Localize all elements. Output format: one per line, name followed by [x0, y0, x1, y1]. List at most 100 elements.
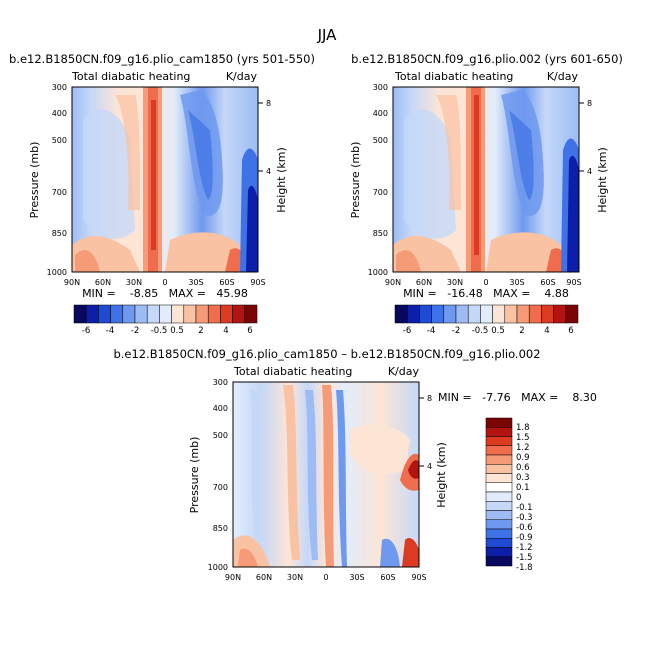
colorbar-cell [485, 501, 513, 511]
colorbar-label: -1.5 [516, 553, 533, 563]
colorbar-label: -6 [403, 326, 411, 336]
colorbar-label: 0.5 [491, 326, 505, 336]
colorbar-cell [485, 556, 513, 567]
colorbar-cell [485, 417, 513, 428]
x-tick: 30S [349, 573, 364, 582]
plot-frame [71, 86, 259, 273]
colorbar-cell [485, 538, 513, 548]
region-shape [350, 424, 410, 475]
colorbar-cell [485, 445, 513, 456]
y-right-axis-label: Height (km) [435, 442, 448, 508]
colorbar-cell [485, 454, 513, 465]
panel-plot-area [392, 86, 580, 273]
colorbar-label: 6 [247, 326, 252, 336]
colorbar-label: -0.1 [516, 503, 533, 513]
y-tick: 300 [373, 83, 388, 92]
region-shape [380, 538, 400, 567]
colorbar-cell [485, 482, 513, 493]
colorbar-cell [122, 304, 136, 324]
colorbar-label: 0.9 [516, 453, 530, 463]
colorbar-cell [146, 304, 160, 324]
y-tick: 1000 [368, 268, 388, 277]
y-tick: 850 [373, 229, 388, 238]
y-tick: 300 [52, 83, 67, 92]
y-right-tick: 4 [427, 462, 432, 471]
region-shape [322, 385, 334, 567]
y-axis-right: 8 4 Height (km) [579, 99, 609, 213]
y-axis-left: 300 400 500 700 850 1000 Pressure (mb) [349, 83, 388, 277]
x-axis: 90N 60N 30N 0 30S 60S 90S [385, 278, 582, 287]
y-tick: 400 [373, 109, 388, 118]
colorbar-label: -1.8 [516, 563, 533, 573]
y-right-tick: 8 [266, 99, 271, 108]
colorbar-cell [110, 304, 124, 324]
y-tick: 850 [213, 524, 228, 533]
colorbar-cell [207, 304, 221, 324]
y-axis-label: Pressure (mb) [188, 437, 201, 514]
colorbar-cell [485, 473, 513, 483]
y-axis-label: Pressure (mb) [349, 142, 362, 219]
y-tick: 500 [52, 136, 67, 145]
colorbar-label: 1.8 [516, 423, 530, 433]
y-tick: 700 [52, 188, 67, 197]
colorbar-cell [492, 304, 506, 324]
panel-title: b.e12.B1850CN.f09_g16.plio_cam1850 (yrs … [9, 52, 315, 66]
colorbar-cell [220, 304, 233, 324]
colorbar-label: -4 [106, 326, 114, 336]
y-right-axis-label: Height (km) [275, 147, 288, 213]
colorbar-labels: 1.8 1.5 1.2 0.9 0.6 0.3 0.1 0 -0.1 -0.3 … [516, 423, 533, 573]
colorbar-label: 4 [544, 326, 549, 336]
y-right-tick: 4 [587, 167, 592, 176]
y-tick: 1000 [208, 563, 228, 572]
y-right-axis-label: Height (km) [596, 147, 609, 213]
y-right-tick: 8 [587, 99, 592, 108]
colorbar-cell [394, 304, 408, 324]
x-tick: 60N [256, 573, 272, 582]
colorbar-cell [171, 304, 185, 324]
colorbar-cell [480, 304, 493, 324]
colorbar-label: 1.5 [516, 433, 530, 443]
region-shape [509, 110, 534, 200]
colorbar-cell [504, 304, 518, 324]
region-shape [188, 110, 213, 200]
colorbar-cell [419, 304, 432, 324]
y-tick: 850 [52, 229, 67, 238]
x-tick: 60N [416, 278, 432, 287]
panel-left-label: Total diabatic heating [233, 365, 352, 378]
colorbar-label: -0.3 [516, 513, 533, 523]
colorbar-cell [485, 427, 513, 437]
y-tick: 700 [373, 188, 388, 197]
region-shape [238, 548, 258, 567]
x-tick: 0 [323, 573, 328, 582]
colorbar-top-right: -6 -4 -2 -0.5 0.5 2 4 6 [394, 304, 579, 336]
colorbar-cells [394, 304, 579, 324]
colorbar-cell [485, 436, 513, 446]
x-tick: 60N [95, 278, 111, 287]
panel-plot-area [232, 381, 420, 568]
colorbar-cell [73, 304, 87, 324]
x-tick: 0 [162, 278, 167, 287]
region-shape [396, 250, 421, 272]
colorbar-cell [541, 304, 554, 324]
colorbar-cell [98, 304, 111, 324]
colorbar-cell [443, 304, 457, 324]
colorbar-label: -0.5 [151, 326, 168, 336]
y-axis-right: 8 4 Height (km) [419, 394, 448, 508]
x-tick: 60S [540, 278, 555, 287]
colorbar-cell [183, 304, 197, 324]
colorbar-label: -6 [82, 326, 90, 336]
colorbar-labels: -6 -4 -2 -0.5 0.5 2 4 6 [82, 326, 253, 336]
colorbar-label: -1.2 [516, 543, 533, 553]
panel-right-label: K/day [226, 70, 258, 83]
colorbar-cell [485, 519, 513, 530]
x-tick: 30N [287, 573, 303, 582]
colorbar-label: 2 [198, 326, 203, 336]
panel-top-right: b.e12.B1850CN.f09_g16.plio.002 (yrs 601-… [349, 52, 623, 300]
region-shape [404, 109, 456, 239]
colorbar-cell [485, 528, 513, 539]
colorbar-cell [244, 304, 258, 324]
colorbar-label: 0.1 [516, 483, 530, 493]
panel-left-label: Total diabatic heating [394, 70, 513, 83]
region-shape [402, 538, 419, 567]
